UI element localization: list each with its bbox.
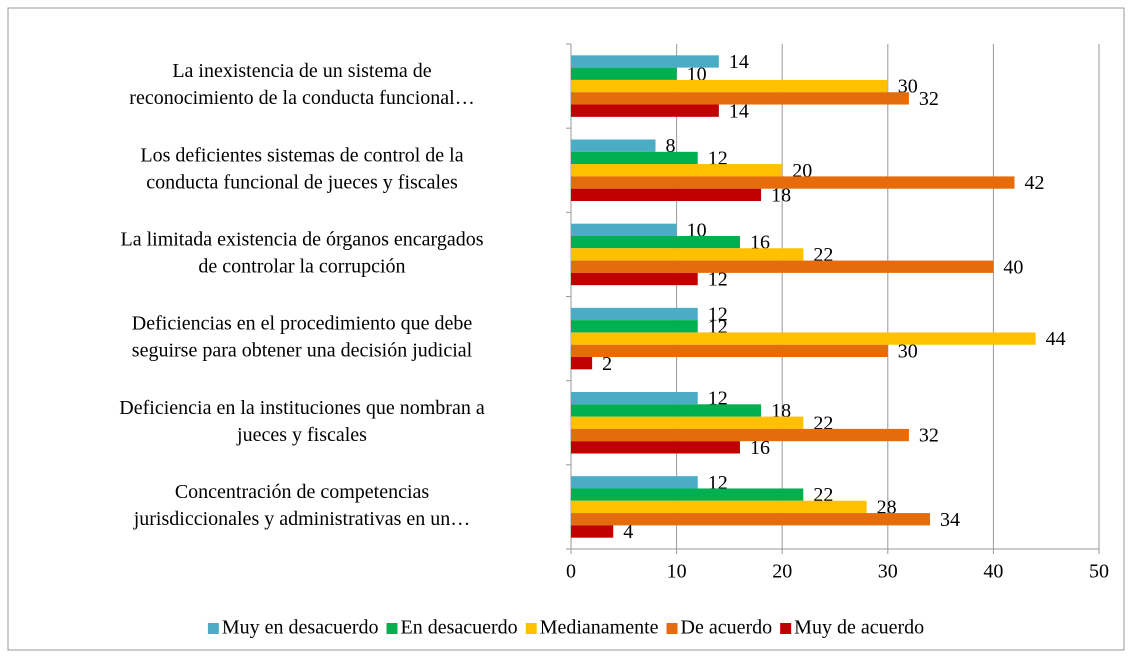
- data-label: 12: [708, 269, 728, 291]
- legend-swatch: [207, 623, 219, 634]
- data-label: 28: [877, 497, 897, 519]
- data-label: 8: [665, 135, 675, 157]
- bar: [571, 428, 909, 442]
- y-tick-label: seguirse para obtener una decisión judic…: [132, 340, 473, 362]
- bar: [571, 55, 719, 68]
- y-tick-label: jueces y fiscales: [236, 424, 367, 446]
- data-label: 10: [687, 63, 707, 85]
- legend-label: Muy en desacuerdo: [222, 617, 379, 639]
- x-tick-label: 10: [667, 561, 687, 583]
- bar: [571, 67, 677, 80]
- data-label: 14: [729, 100, 749, 122]
- y-tick-label: Deficiencia en la instituciones que nomb…: [119, 397, 485, 419]
- y-tick-label: Concentración de competencias: [175, 481, 430, 503]
- bar: [571, 488, 804, 501]
- bar: [571, 104, 719, 117]
- data-label: 22: [813, 244, 833, 266]
- bar: [571, 176, 1015, 189]
- x-tick-label: 20: [772, 561, 792, 583]
- bar: [571, 92, 909, 105]
- bar: [571, 248, 804, 261]
- bar: [571, 404, 762, 417]
- data-label: 34: [940, 509, 960, 531]
- x-tick-label: 50: [1089, 561, 1109, 583]
- data-label: 12: [708, 304, 728, 326]
- legend-swatch: [780, 623, 792, 634]
- data-label: 2: [602, 353, 612, 375]
- data-label: 20: [792, 160, 812, 182]
- data-label: 30: [898, 76, 918, 98]
- data-label: 42: [1025, 172, 1045, 194]
- data-label: 10: [687, 219, 707, 241]
- bar: [571, 260, 994, 273]
- bar: [571, 500, 867, 514]
- y-tick-label: Deficiencias en el procedimiento que deb…: [132, 313, 473, 335]
- data-label: 32: [919, 425, 939, 447]
- data-label: 16: [750, 232, 770, 254]
- data-label: 22: [813, 484, 833, 506]
- data-label: 12: [708, 388, 728, 410]
- data-label: 40: [1003, 256, 1023, 278]
- data-label: 44: [1046, 328, 1066, 350]
- bar: [571, 320, 698, 333]
- bar: [571, 139, 656, 152]
- x-tick-label: 40: [983, 561, 1003, 583]
- bar: [571, 223, 677, 236]
- data-label: 32: [919, 88, 939, 110]
- data-label: 12: [708, 472, 728, 494]
- bar: [571, 392, 698, 405]
- y-tick-label: conducta funcional de jueces y fiscales: [146, 171, 458, 193]
- data-label: 12: [708, 148, 728, 170]
- bar: [571, 525, 614, 538]
- bar: [571, 332, 1036, 345]
- legend-swatch: [386, 623, 398, 634]
- y-tick-label: La inexistencia de un sistema de: [172, 60, 431, 82]
- chart-border: [7, 7, 1125, 651]
- data-label: 22: [813, 412, 833, 434]
- legend-label: De acuerdo: [681, 617, 773, 639]
- y-tick-label: de controlar la corrupción: [198, 256, 405, 278]
- bar: [571, 164, 783, 177]
- data-label: 16: [750, 437, 770, 459]
- data-label: 14: [729, 51, 749, 73]
- y-tick-label: jurisdiccionales y administrativas en un…: [133, 508, 471, 530]
- data-label: 30: [898, 340, 918, 362]
- data-label: 4: [623, 521, 633, 543]
- bar: [571, 344, 888, 358]
- y-tick-label: reconocimiento de la conducta funcional…: [129, 87, 474, 109]
- legend-label: Muy de acuerdo: [794, 617, 924, 639]
- x-tick-label: 30: [878, 561, 898, 583]
- bar: [571, 441, 740, 454]
- data-label: 12: [708, 316, 728, 338]
- bar: [571, 476, 698, 489]
- bar: [571, 513, 931, 526]
- bar: [571, 416, 804, 429]
- legend-swatch: [666, 623, 678, 634]
- bar: [571, 357, 593, 370]
- x-tick-label: 0: [566, 561, 576, 583]
- bar: [571, 188, 762, 201]
- data-label: 18: [771, 184, 791, 206]
- y-tick-label: Los deficientes sistemas de control de l…: [140, 144, 463, 166]
- bar: [571, 307, 698, 321]
- legend-label: En desacuerdo: [401, 617, 518, 639]
- legend-swatch: [525, 623, 537, 634]
- bar: [571, 79, 888, 93]
- bar: [571, 151, 698, 165]
- y-tick-label: La limitada existencia de órganos encarg…: [120, 229, 483, 251]
- data-label: 18: [771, 400, 791, 422]
- legend-label: Medianamente: [540, 617, 659, 639]
- bar: [571, 272, 698, 286]
- bar: [571, 235, 740, 249]
